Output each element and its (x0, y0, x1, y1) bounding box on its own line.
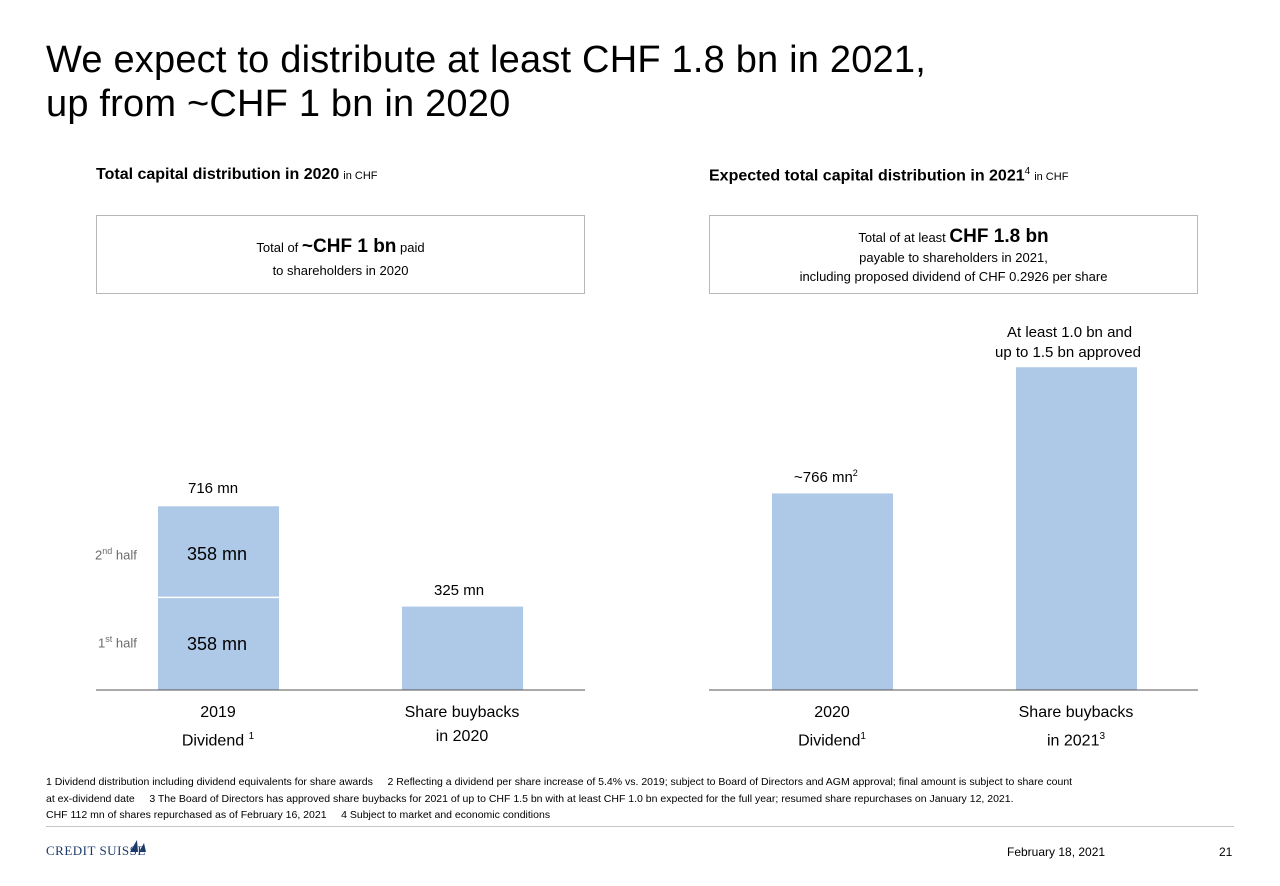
dividend-2020-value: ~766 mn (794, 469, 853, 486)
xaxis-2020-footnote: 1 (860, 731, 866, 742)
second-half-ordinal: nd (102, 546, 113, 556)
page-number: 21 (1219, 845, 1233, 859)
bar-2019-dividend-first-half (158, 598, 279, 690)
xaxis-buybacks-2020-line2: in 2020 (435, 728, 489, 745)
left-heading-unit: in CHF (343, 170, 378, 182)
right-heading-unit: in CHF (1034, 171, 1069, 184)
bar-2020-dividend (772, 493, 893, 690)
title-line-2: up from ~CHF 1 bn in 2020 (46, 83, 511, 125)
bar-share-buybacks-2020 (402, 606, 523, 690)
data-label-2020-dividend: ~766 mn2 (794, 468, 858, 486)
xaxis-buybacks-2021-footnote: 3 (1099, 731, 1106, 742)
xaxis-2019-dividend-word: Dividend (181, 732, 245, 750)
xaxis-label-2019-dividend: 2019 Dividend 1 (118, 701, 318, 753)
right-box-line-1: Total of at least CHF 1.8 bn (710, 226, 1197, 248)
second-half-number: 2 (95, 547, 103, 563)
bar-share-buybacks-2021 (1016, 367, 1137, 690)
left-heading-text: Total capital distribution in 2020 (96, 166, 340, 183)
footer-divider (46, 826, 1234, 827)
presentation-date: February 18, 2021 (1007, 845, 1106, 859)
footnotes: 1 Dividend distribution including divide… (46, 774, 1246, 824)
xaxis-2019-footnote: 1 (248, 731, 255, 742)
right-section-heading: Expected total capital distribution in 2… (709, 166, 1068, 185)
xaxis-2020-line1: 2020 (814, 704, 850, 721)
left-summary-box: Total of ~CHF 1 bn paid to shareholders … (96, 215, 585, 294)
bar-2019-dividend-second-half (158, 506, 279, 597)
xaxis-2019-line2: Dividend 1 (118, 725, 318, 753)
right-box-prefix: Total of at least (858, 230, 946, 245)
footnote-line-3: CHF 112 mn of shares repurchased as of F… (46, 809, 551, 821)
data-label-2019-first-half: 358 mn (187, 634, 248, 654)
brand-logo: CREDIT SUISSE (46, 843, 146, 858)
left-section-heading: Total capital distribution in 2020 in CHF (96, 166, 378, 184)
title-line-1: We expect to distribute at least CHF 1.8… (46, 39, 926, 81)
segment-label-first-half: 1st half (98, 634, 137, 650)
data-label-buybacks-2021-line-2: up to 1.5 bn approved (995, 344, 1141, 361)
xaxis-label-buybacks-2020: Share buybacks in 2020 (362, 701, 562, 749)
xaxis-buybacks-2021-line2: in 20213 (976, 725, 1176, 753)
xaxis-buybacks-2020-line1: Share buybacks (404, 704, 520, 721)
slide-title: We expect to distribute at least CHF 1.8… (46, 38, 1246, 126)
right-box-amount: CHF 1.8 bn (949, 226, 1049, 247)
data-label-buybacks-2020: 325 mn (434, 582, 485, 599)
first-half-ordinal: st (105, 634, 113, 644)
xaxis-2020-line2: Dividend1 (732, 725, 932, 753)
right-summary-box: Total of at least CHF 1.8 bn payable to … (709, 215, 1198, 294)
left-box-prefix: Total of (256, 240, 299, 255)
xaxis-buybacks-2021-year: in 2021 (1046, 732, 1100, 750)
left-box-line-2: to shareholders in 2020 (272, 263, 409, 278)
first-half-number: 1 (98, 635, 106, 651)
second-half-word: half (115, 547, 137, 563)
footnote-line-2: at ex-dividend date 3 The Board of Direc… (46, 792, 1014, 805)
left-box-amount: ~CHF 1 bn (301, 236, 397, 257)
xaxis-2019-line1: 2019 (200, 704, 236, 721)
segment-label-second-half: 2nd half (95, 546, 137, 562)
xaxis-2020-dividend-word: Dividend (798, 732, 861, 750)
xaxis-label-2020-dividend: 2020 Dividend1 (732, 701, 932, 753)
right-box-line-3: including proposed dividend of CHF 0.292… (799, 269, 1108, 284)
data-label-2019-total: 716 mn (188, 480, 239, 497)
xaxis-buybacks-2021-line1: Share buybacks (1018, 704, 1134, 721)
sails-logo-icon (130, 840, 146, 852)
data-label-buybacks-2021-line-1: At least 1.0 bn and (1007, 324, 1133, 341)
footnote-line-1: 1 Dividend distribution including divide… (46, 776, 1073, 788)
right-heading-text: Expected total capital distribution in 2… (709, 167, 1025, 185)
dividend-2020-footnote: 2 (852, 468, 858, 478)
right-box-line-2: payable to shareholders in 2021, (859, 250, 1048, 265)
right-heading-footnote: 4 (1024, 166, 1031, 177)
first-half-word: half (115, 635, 137, 651)
left-box-suffix: paid (400, 240, 425, 255)
xaxis-label-buybacks-2021: Share buybacks in 20213 (976, 701, 1176, 753)
data-label-2019-second-half: 358 mn (187, 544, 248, 564)
left-box-line-1: Total of ~CHF 1 bn paid (97, 236, 584, 258)
